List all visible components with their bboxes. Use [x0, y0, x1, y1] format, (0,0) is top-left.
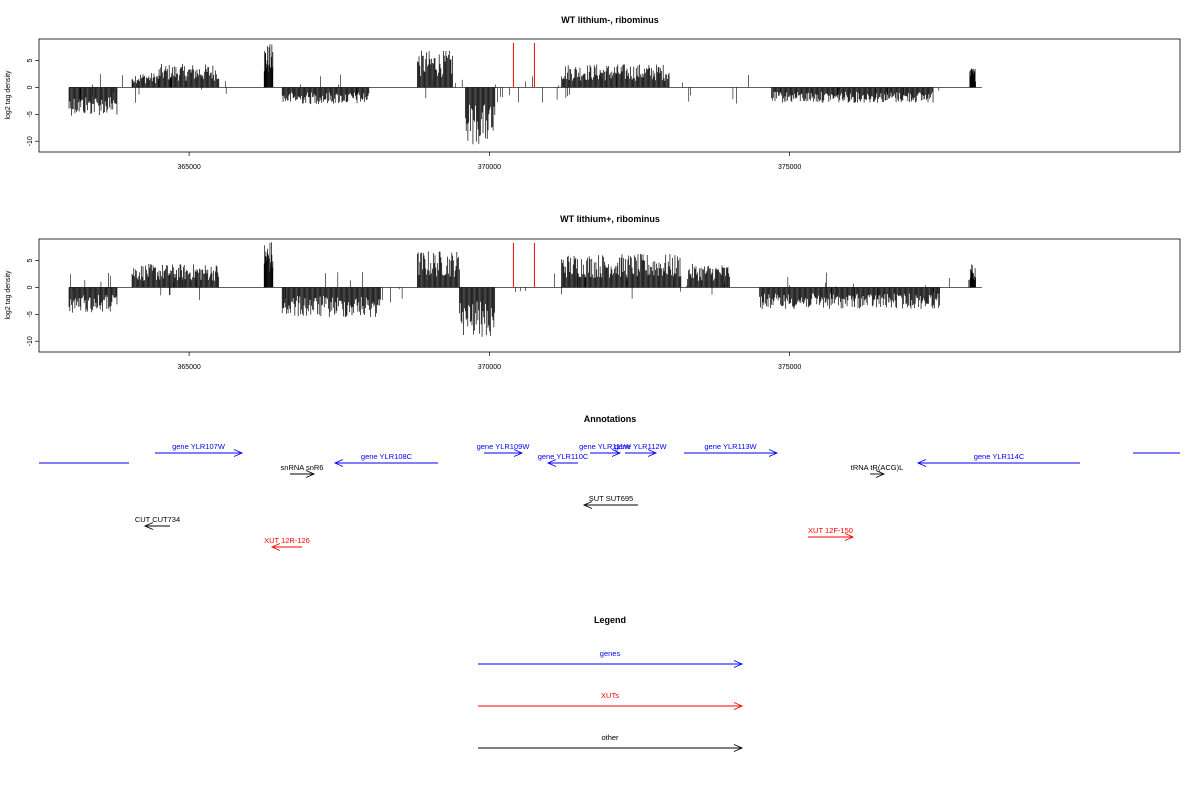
y-tick-label: 5 [27, 58, 34, 62]
legend-items: genes XUTs other [478, 649, 744, 752]
legend-item: other [478, 733, 744, 752]
annotation-arrow: snRNA snR6 [281, 463, 324, 478]
marker-lines [512, 43, 535, 88]
annotation-arrow: gene YLR114C [916, 452, 1080, 467]
annotation-features: gene YLR107W gene YLR108C gene YLR109W gene… [39, 442, 1180, 551]
y-tick-label: 0 [27, 285, 34, 289]
annotation-label: gene YLR112W [614, 442, 667, 451]
x-tick-label: 375000 [778, 364, 801, 371]
annotation-arrow: CUT CUT734 [135, 515, 180, 530]
annotation-arrow: gene YLR110C [538, 452, 589, 467]
annotation-label: XUT 12F-150 [808, 526, 853, 535]
x-axis-ticks: 365000 370000 375000 [177, 152, 801, 171]
legend-title: Legend [594, 615, 626, 625]
x-tick-label: 370000 [478, 364, 501, 371]
annotation-arrow: XUT 12F-150 [808, 526, 855, 541]
legend-label: genes [600, 649, 621, 658]
annotation-arrow: gene YLR108C [333, 452, 438, 467]
annotation-label: snRNA snR6 [281, 463, 324, 472]
y-axis-label: log2 tag density [5, 270, 12, 320]
y-axis-ticks: 5 0 -5 -10 [27, 58, 39, 146]
plot-frame [38, 238, 1181, 353]
annotation-label: tRNA tR(ACG)L [851, 463, 904, 472]
x-axis-ticks: 365000 370000 375000 [177, 352, 801, 371]
legend-label: XUTs [601, 691, 619, 700]
annotation-arrow: SUT SUT695 [582, 494, 638, 509]
annotation-label: XUT 12R-126 [264, 536, 310, 545]
legend-panel: Legend genes XUTs other [478, 615, 744, 752]
annotation-arrow: gene YLR112W [614, 442, 668, 457]
annotation-arrow: gene YLR107W [155, 442, 244, 457]
annotation-arrow: gene YLR109W [477, 442, 531, 457]
y-tick-label: -5 [27, 311, 34, 317]
y-tick-label: -10 [27, 336, 34, 346]
annotation-label: gene YLR110C [538, 452, 589, 461]
y-axis-label: log2 tag density [5, 70, 12, 120]
plot-frame [38, 38, 1181, 153]
x-tick-label: 370000 [478, 164, 501, 171]
annotation-label: gene YLR111W [579, 442, 632, 451]
annotation-label: gene YLR109W [477, 442, 531, 451]
y-tick-label: 5 [27, 258, 34, 262]
annotation-label: SUT SUT695 [589, 494, 633, 503]
track-panel-lithium-minus: WT lithium-, ribominus log2 tag density … [5, 15, 1181, 171]
annotations-title: Annotations [584, 414, 637, 424]
annotation-arrow: XUT 12R-126 [264, 536, 310, 551]
signal-bars [68, 44, 982, 145]
marker-lines [512, 243, 535, 288]
annotation-arrow: gene YLR111W [579, 442, 632, 457]
legend-item: genes [478, 649, 744, 668]
annotation-arrow: gene YLR113W [684, 442, 779, 457]
annotation-label: gene YLR107W [172, 442, 226, 451]
annotation-label: gene YLR108C [361, 452, 413, 461]
track-title-lithium-plus: WT lithium+, ribominus [560, 214, 660, 224]
y-tick-label: -5 [27, 111, 34, 117]
legend-label: other [601, 733, 619, 742]
y-tick-label: 0 [27, 85, 34, 89]
y-axis-ticks: 5 0 -5 -10 [27, 258, 39, 346]
signal-bars [68, 242, 982, 337]
annotation-label: CUT CUT734 [135, 515, 180, 524]
track-panel-lithium-plus: WT lithium+, ribominus log2 tag density … [5, 214, 1181, 371]
annotation-label: gene YLR114C [974, 452, 1025, 461]
annotation-arrow: tRNA tR(ACG)L [851, 463, 904, 478]
x-tick-label: 365000 [177, 364, 200, 371]
y-tick-label: -10 [27, 136, 34, 146]
x-tick-label: 375000 [778, 164, 801, 171]
legend-item: XUTs [478, 691, 744, 710]
annotation-label: gene YLR113W [704, 442, 757, 451]
track-title-lithium-minus: WT lithium-, ribominus [561, 15, 659, 25]
x-tick-label: 365000 [177, 164, 200, 171]
